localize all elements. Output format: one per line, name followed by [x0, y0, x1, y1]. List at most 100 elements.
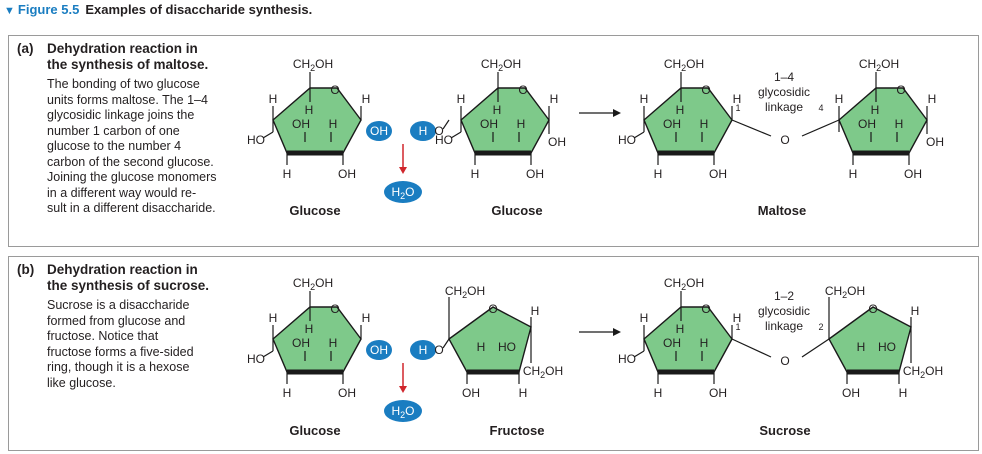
bond-line — [450, 131, 462, 139]
ch2oh-label: CH2OH — [293, 276, 333, 292]
carbon-number-right: 4 — [818, 103, 823, 113]
ch2oh-label: CH2OH — [481, 57, 521, 73]
panel-a-heading: (a) Dehydration reaction in the synthesis… — [17, 41, 257, 73]
h-label: H — [550, 92, 559, 106]
ch2oh-label: CH2OH — [523, 364, 563, 380]
ring-oxygen: O — [701, 302, 710, 316]
hydrogen-ion-text: H — [419, 343, 428, 357]
bond-line — [633, 131, 645, 139]
water-bubble — [384, 400, 422, 422]
h-label: H — [471, 167, 480, 181]
h-label: H — [531, 304, 540, 318]
h-label: H — [911, 304, 920, 318]
h-label: H — [928, 92, 937, 106]
caption-maltose: Maltose — [758, 203, 806, 218]
glucose-ring — [460, 87, 550, 154]
body-line: formed from glucose and — [47, 313, 186, 328]
ring-oxygen: O — [701, 83, 710, 97]
h-label: H — [640, 92, 649, 106]
hydrogen-ion-bubble — [410, 121, 436, 141]
oh-label: OH — [842, 386, 860, 400]
glucose-ring — [272, 87, 362, 154]
h-label: H — [283, 386, 292, 400]
h-label: H — [305, 103, 314, 117]
h-label: H — [733, 311, 742, 325]
carbon-number-left: 1 — [735, 103, 740, 113]
hydrogen-ion-bubble — [410, 340, 436, 360]
panel-a-label: (a) — [17, 41, 34, 56]
body-line: units forms maltose. The 1–4 — [47, 92, 208, 107]
h-label: H — [835, 92, 844, 106]
body-line: carbon of the second glucose. — [47, 154, 214, 169]
water-label: H2O — [391, 185, 414, 201]
carbon-number-left: 1 — [735, 322, 740, 332]
h-label: H — [700, 336, 709, 350]
body-line: fructose forms a five-sided — [47, 344, 194, 359]
body-line: Sucrose is a disaccharide — [47, 298, 190, 312]
chevron-down-icon[interactable]: ▼ — [4, 5, 15, 17]
reaction-arrow-head — [613, 328, 621, 336]
body-line: in a different way would re- — [47, 185, 197, 200]
linkage-line2: glycosidic — [758, 304, 810, 318]
carbon-number-right: 2 — [818, 322, 823, 332]
bond-line — [442, 119, 450, 130]
oh-label: OH — [709, 386, 727, 400]
oh-label: OH — [858, 117, 876, 131]
h-label: H — [477, 340, 486, 354]
body-line: fructose. Notice that — [47, 329, 159, 343]
ch2oh-label: CH2OH — [859, 57, 899, 73]
oh-label: OH — [709, 167, 727, 181]
h-label: H — [517, 117, 526, 131]
h-label: H — [871, 103, 880, 117]
figure-number: Figure 5.5 — [17, 2, 80, 17]
ring-oxygen: O — [488, 302, 497, 316]
linkage-line2: glycosidic — [758, 85, 810, 99]
bond-line — [262, 350, 274, 358]
panel-a-heading-line1: Dehydration reaction in — [47, 41, 198, 56]
caption-glucose: Glucose — [289, 423, 340, 438]
h-label: H — [457, 92, 466, 106]
body-line: like glucose. — [47, 375, 116, 390]
figure-title: ▼ Figure 5.5 Examples of disaccharide synt… — [4, 2, 312, 17]
panel-b-heading-line2: the synthesis of sucrose. — [47, 278, 210, 293]
ch2oh-label: CH2OH — [445, 284, 485, 300]
h-label: H — [654, 167, 663, 181]
h-label: H — [857, 340, 866, 354]
glycosidic-bond — [731, 119, 772, 137]
ring-oxygen: O — [896, 83, 905, 97]
oh-label: OH — [663, 117, 681, 131]
ho-label: HO — [435, 133, 453, 147]
oh-label: OH — [292, 336, 310, 350]
glycosidic-oxygen: O — [780, 354, 789, 368]
linkage-line3: linkage — [765, 319, 803, 333]
ho-label: HO — [878, 340, 896, 354]
fructose-ring — [448, 306, 532, 373]
oh-label: OH — [338, 167, 356, 181]
panel-b-label: (b) — [17, 262, 35, 277]
glycosidic-bond — [731, 338, 772, 358]
linkage-line3: linkage — [765, 100, 803, 114]
glucose-ring — [272, 306, 362, 373]
body-line: The bonding of two glucose — [47, 77, 200, 91]
body-line: glycosidic linkage joins the — [47, 108, 195, 122]
hydroxyl-ion-bubble — [366, 340, 392, 360]
panel-a-heading-line2: the synthesis of maltose. — [47, 57, 209, 72]
glycosidic-oxygen: O — [780, 133, 789, 147]
h-label: H — [700, 117, 709, 131]
ho-label: HO — [618, 352, 636, 366]
figure-caption: Examples of disaccharide synthesis. — [85, 2, 313, 17]
glucose-ring — [643, 87, 733, 154]
h-label: H — [640, 311, 649, 325]
fructose-ring — [828, 306, 912, 373]
water-bubble — [384, 181, 422, 203]
glycosidic-bond — [801, 119, 840, 137]
panel-b-heading-line1: Dehydration reaction in — [47, 262, 198, 277]
oh-label: OH — [526, 167, 544, 181]
red-arrow-head — [399, 386, 407, 393]
ho-label: HO — [247, 352, 265, 366]
linkage-line1: 1–4 — [774, 70, 794, 84]
bond-line — [442, 338, 450, 349]
h-label: H — [362, 311, 371, 325]
glucose-ring — [838, 87, 928, 154]
